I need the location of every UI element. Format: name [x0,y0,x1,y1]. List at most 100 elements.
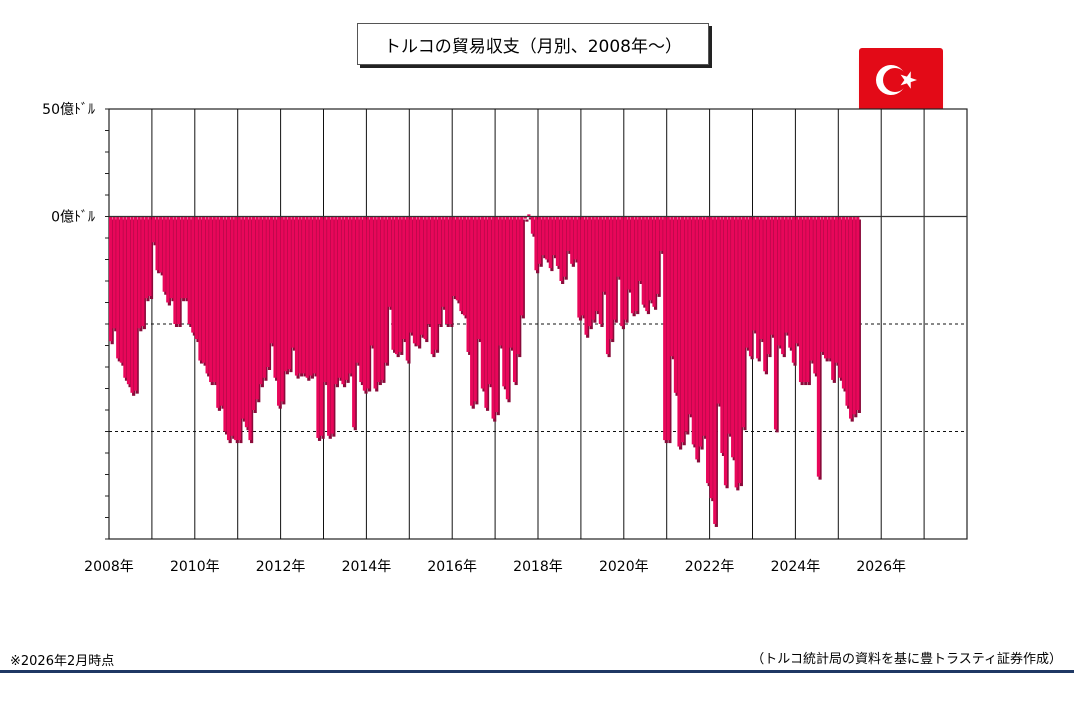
bar-shadow [357,219,361,366]
bar [116,216,120,359]
bar [187,216,191,324]
bar-shadow [689,219,693,418]
bar-shadow [639,219,643,284]
bar [788,216,792,348]
x-tick-label: 2020年 [599,559,649,575]
bar [420,216,424,335]
bar-shadow [818,219,822,480]
bar-shadow [328,219,332,439]
bar [402,216,406,340]
bar-shadow [750,219,754,360]
bar [273,216,277,378]
bar [573,216,577,260]
bar [538,216,542,264]
bar [713,216,717,524]
bar [623,216,627,320]
bar [681,216,685,443]
bar-shadow [761,219,765,343]
bar [652,216,656,307]
bar-shadow [289,219,293,373]
bar [369,216,374,346]
bar-shadow [575,219,579,263]
bar [312,216,316,374]
bar [824,216,828,359]
bar [845,216,849,406]
bar-shadow [149,219,154,300]
bar-shadow [854,219,858,418]
bar-shadow [789,219,794,351]
bar [523,216,527,219]
bar [470,216,474,406]
bar-shadow [568,219,572,254]
x-tick-label: 2014年 [342,559,392,575]
bar-shadow [743,219,747,431]
bar [216,216,220,408]
bar-shadow [235,219,239,444]
bar [373,216,377,389]
bar [591,216,595,320]
bar [630,216,635,314]
bar-shadow [185,219,189,302]
bar [134,216,138,391]
bar [176,216,181,324]
bar [820,216,824,352]
bar [691,216,695,445]
bar [827,216,831,359]
bar-shadow [282,219,286,405]
bar-shadow [178,219,182,327]
bar-shadow [489,219,493,388]
bar [502,216,506,387]
bar-shadow [310,219,314,379]
bar [620,216,624,327]
bar [495,216,499,413]
bar-shadow [457,219,461,304]
bar-shadow [786,219,790,336]
bar [437,216,442,324]
bar-shadow [807,219,811,386]
bar-shadow [775,219,779,433]
bar [759,216,763,340]
bar [723,216,728,486]
bar [498,216,502,346]
bar-shadow [507,219,511,403]
bar-shadow [346,219,350,383]
bar [387,216,392,307]
bar-shadow [646,219,651,315]
bar [269,216,274,344]
bar [509,216,513,348]
bar-shadow [493,219,497,422]
bar [720,216,724,453]
bar [856,216,860,410]
bar-shadow [511,219,515,351]
bar [748,216,753,357]
x-tick-label: 2024年 [771,559,821,575]
bar [305,216,309,378]
bar-shadow [768,219,772,358]
bar-shadow [546,219,550,263]
bar-shadow [414,219,418,347]
bar-shadow [782,219,786,358]
bar-shadow [532,219,536,237]
bar [849,216,853,419]
footer-rule [0,670,1074,673]
bar-shadow [410,219,415,336]
bar [698,216,703,447]
bar-shadow [443,219,447,310]
bar [244,216,249,428]
bar [162,216,166,292]
bar [552,216,556,256]
bar [430,216,434,355]
bar [505,216,509,400]
bar [655,216,660,294]
bar-shadow [475,219,479,405]
bar-shadow [704,219,708,439]
bar-shadow [729,219,733,437]
bar-shadow [217,219,222,411]
bar-shadow [253,219,257,413]
bar [366,216,370,389]
bar [677,216,681,447]
bar-shadow [250,219,254,444]
bar [355,216,359,363]
bar [605,216,610,355]
